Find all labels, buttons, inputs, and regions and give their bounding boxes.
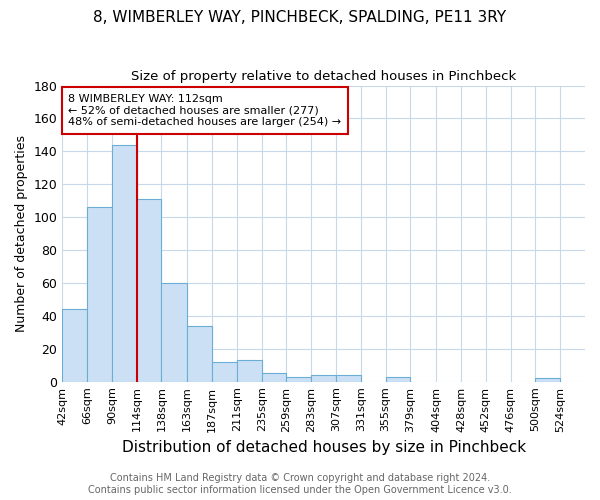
Bar — [336, 375, 361, 382]
Bar — [187, 326, 212, 382]
Bar — [212, 362, 237, 382]
Bar — [62, 310, 87, 382]
Bar — [161, 283, 187, 382]
Y-axis label: Number of detached properties: Number of detached properties — [15, 135, 28, 332]
Text: Contains HM Land Registry data © Crown copyright and database right 2024.
Contai: Contains HM Land Registry data © Crown c… — [88, 474, 512, 495]
Bar — [386, 376, 410, 382]
Bar — [262, 374, 286, 382]
Title: Size of property relative to detached houses in Pinchbeck: Size of property relative to detached ho… — [131, 70, 516, 83]
Bar — [237, 360, 262, 382]
Bar — [286, 376, 311, 382]
Bar — [535, 378, 560, 382]
Bar — [87, 208, 112, 382]
Bar — [137, 199, 161, 382]
Text: 8 WIMBERLEY WAY: 112sqm
← 52% of detached houses are smaller (277)
48% of semi-d: 8 WIMBERLEY WAY: 112sqm ← 52% of detache… — [68, 94, 341, 127]
Bar — [112, 145, 137, 382]
Text: 8, WIMBERLEY WAY, PINCHBECK, SPALDING, PE11 3RY: 8, WIMBERLEY WAY, PINCHBECK, SPALDING, P… — [94, 10, 506, 25]
Bar — [311, 375, 336, 382]
X-axis label: Distribution of detached houses by size in Pinchbeck: Distribution of detached houses by size … — [122, 440, 526, 455]
